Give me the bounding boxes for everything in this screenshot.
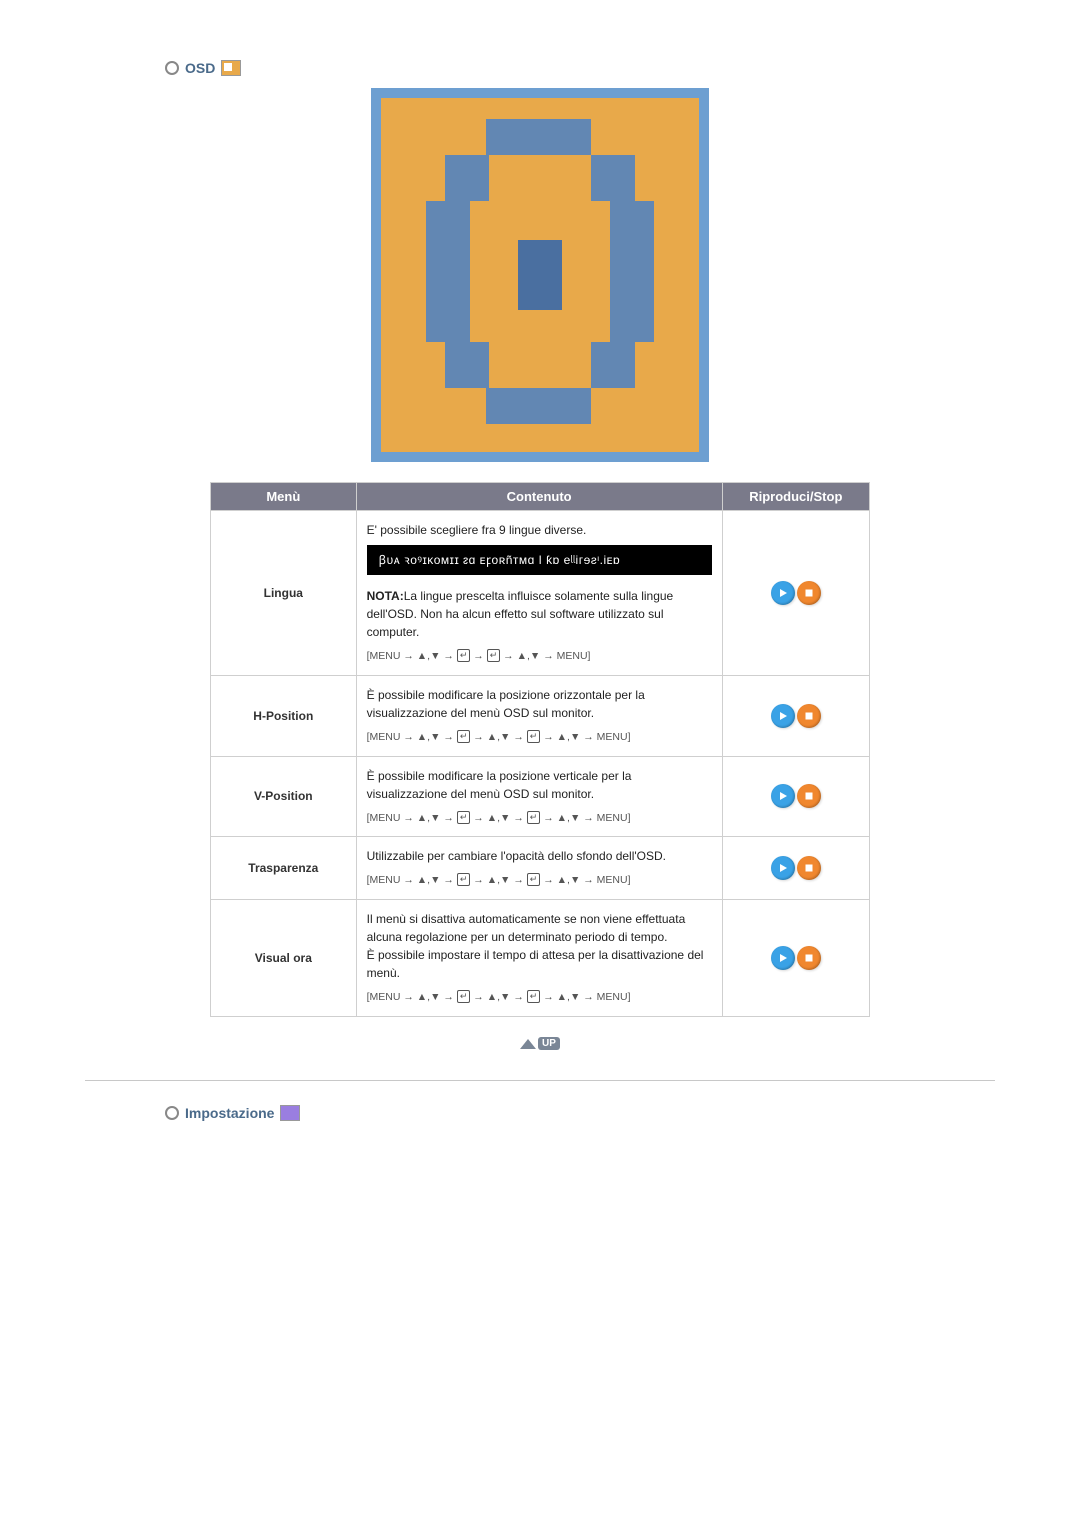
col-content: Contenuto	[356, 483, 722, 511]
scroll-up-wrap: UP	[85, 1037, 995, 1052]
section-divider	[85, 1080, 995, 1081]
stop-button[interactable]	[797, 784, 821, 808]
table-row: V-Position È possibile modificare la posi…	[211, 756, 870, 837]
col-play: Riproduci/Stop	[722, 483, 869, 511]
nav-sequence: [MENU → ▲,▼ → ↵ → ▲,▼ → ↵ → ▲,▼ → MENU]	[367, 873, 712, 889]
menu-cell: Lingua	[211, 511, 357, 676]
osd-preview	[371, 88, 709, 462]
setup-section-header: Impostazione	[165, 1105, 995, 1121]
menu-cell: H-Position	[211, 675, 357, 756]
row-intro: Utilizzabile per cambiare l'opacità dell…	[367, 847, 712, 865]
setup-icon	[280, 1105, 300, 1121]
col-menu: Menù	[211, 483, 357, 511]
osd-section-header: OSD	[165, 60, 995, 76]
content-cell: Il menù si disattiva automaticamente se …	[356, 900, 722, 1017]
stop-button[interactable]	[797, 856, 821, 880]
row-intro: È possibile modificare la posizione vert…	[367, 767, 712, 803]
nav-sequence: [MENU → ▲,▼ → ↵ → ▲,▼ → ↵ → ▲,▼ → MENU]	[367, 811, 712, 827]
table-row: Lingua E' possibile scegliere fra 9 lingu…	[211, 511, 870, 676]
scroll-up-button[interactable]: UP	[520, 1037, 560, 1050]
menu-cell: V-Position	[211, 756, 357, 837]
bullet-icon	[165, 1106, 179, 1120]
nav-sequence: [MENU → ▲,▼ → ↵ → ↵ → ▲,▼ → MENU]	[367, 649, 712, 665]
stop-button[interactable]	[797, 581, 821, 605]
content-cell: E' possibile scegliere fra 9 lingue dive…	[356, 511, 722, 676]
play-cell	[722, 900, 869, 1017]
play-button[interactable]	[771, 946, 795, 970]
table-row: Trasparenza Utilizzabile per cambiare l'o…	[211, 837, 870, 900]
play-cell	[722, 837, 869, 900]
play-button[interactable]	[771, 856, 795, 880]
content-cell: Utilizzabile per cambiare l'opacità dell…	[356, 837, 722, 900]
table-row: Visual oraIl menù si disattiva automatic…	[211, 900, 870, 1017]
row-note: NOTA:La lingue prescelta influisce solam…	[367, 587, 712, 641]
row-intro: È possibile modificare la posizione oriz…	[367, 686, 712, 722]
row-intro: E' possibile scegliere fra 9 lingue dive…	[367, 521, 712, 539]
content-cell: È possibile modificare la posizione vert…	[356, 756, 722, 837]
play-button[interactable]	[771, 581, 795, 605]
up-label: UP	[538, 1037, 560, 1050]
play-cell	[722, 511, 869, 676]
play-button[interactable]	[771, 704, 795, 728]
row-intro: Il menù si disattiva automaticamente se …	[367, 910, 712, 982]
language-strip: ꞵᴜᴀ ꝛᴏꝰɪᴋᴏᴍɪɪ ᴤɑ ᴇꝼᴏʀñᴛᴍɑ ǀ ƙɒ eᶩᶩiᴦɘƨᶦ.…	[367, 545, 712, 575]
stop-button[interactable]	[797, 704, 821, 728]
osd-icon	[221, 60, 241, 76]
nav-sequence: [MENU → ▲,▼ → ↵ → ▲,▼ → ↵ → ▲,▼ → MENU]	[367, 990, 712, 1006]
menu-cell: Visual ora	[211, 900, 357, 1017]
osd-table: Menù Contenuto Riproduci/Stop Lingua E' p…	[210, 482, 870, 1017]
content-cell: È possibile modificare la posizione oriz…	[356, 675, 722, 756]
bullet-icon	[165, 61, 179, 75]
setup-title: Impostazione	[185, 1105, 274, 1121]
table-row: H-Position È possibile modificare la posi…	[211, 675, 870, 756]
up-arrow-icon	[520, 1039, 536, 1049]
play-cell	[722, 675, 869, 756]
nav-sequence: [MENU → ▲,▼ → ↵ → ▲,▼ → ↵ → ▲,▼ → MENU]	[367, 730, 712, 746]
menu-cell: Trasparenza	[211, 837, 357, 900]
stop-button[interactable]	[797, 946, 821, 970]
osd-preview-inner	[381, 98, 699, 452]
osd-title: OSD	[185, 60, 215, 76]
play-button[interactable]	[771, 784, 795, 808]
play-cell	[722, 756, 869, 837]
page-root: OSD Menù Contenuto Riproduci/Stop Lingua…	[65, 0, 1015, 1173]
